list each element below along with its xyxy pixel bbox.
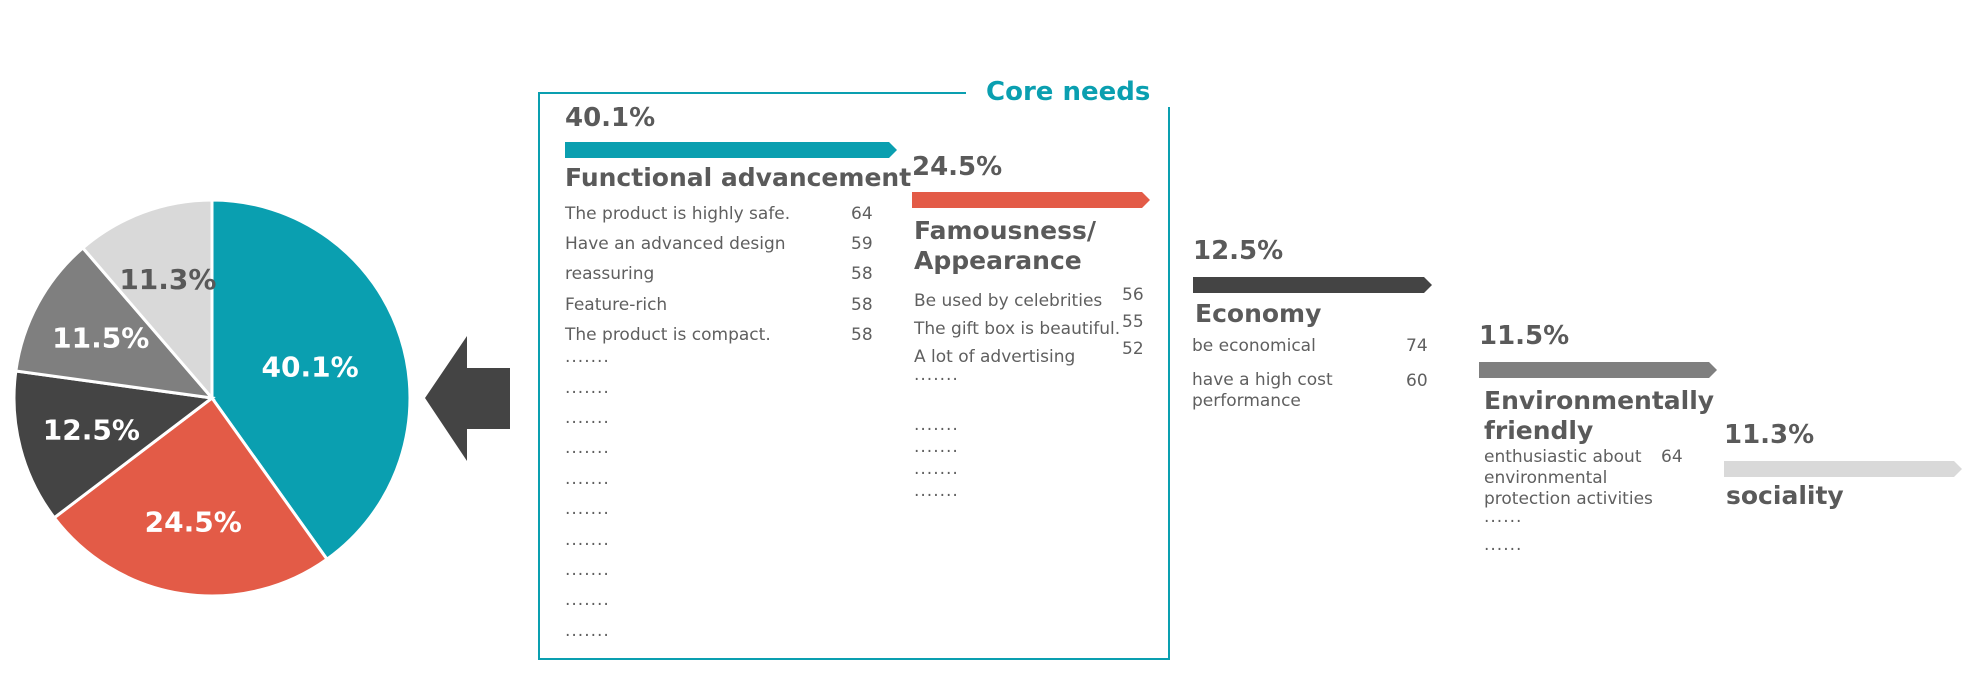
list-item: Be used by celebrities [914, 291, 1103, 311]
pie-slice-label: 40.1% [261, 351, 358, 384]
ellipsis: ······ [1484, 512, 1523, 532]
ellipsis: ······· [914, 370, 959, 390]
category-band [1193, 277, 1432, 293]
category-title-line2: friendly [1484, 416, 1594, 445]
category-title-line2: Appearance [914, 246, 1082, 275]
list-item: reassuring [565, 264, 655, 284]
item-value: 58 [851, 295, 873, 315]
list-item: enthusiastic about environmental protect… [1484, 447, 1653, 509]
ellipsis: ······· [914, 442, 959, 462]
ellipsis: ······· [565, 504, 610, 524]
category-percent: 12.5% [1193, 236, 1284, 266]
category-percent: 40.1% [565, 103, 656, 133]
ellipsis: ······· [565, 474, 610, 494]
category-band [565, 142, 897, 158]
list-item: The product is compact. [565, 325, 771, 345]
category-title: Functional advancement [565, 163, 912, 192]
category-percent: 24.5% [912, 152, 1003, 182]
item-value: 52 [1122, 339, 1144, 359]
pie-slice-label: 24.5% [145, 505, 242, 538]
core-needs-box [538, 92, 1170, 660]
item-value: 74 [1406, 336, 1428, 356]
item-value: 64 [851, 204, 873, 224]
pie-slice [52, 395, 330, 598]
core-needs-title: Core needs [966, 77, 1171, 107]
ellipsis: ······· [565, 383, 610, 403]
item-value: 58 [851, 264, 873, 284]
pie-slice [12, 369, 216, 520]
list-item: Have an advanced design [565, 234, 786, 254]
ellipsis: ······· [565, 352, 610, 372]
ellipsis: ······· [914, 464, 959, 484]
category-title: Economy [1195, 299, 1322, 328]
ellipsis: ······· [565, 413, 610, 433]
ellipsis: ······· [565, 595, 610, 615]
pie-slice-label: 12.5% [43, 414, 140, 447]
ellipsis: ······· [565, 443, 610, 463]
pie-slice-label: 11.3% [119, 263, 216, 296]
pie-slice [210, 198, 412, 562]
category-title-line1: Famousness/ [914, 216, 1097, 245]
left-arrow-icon [425, 336, 510, 461]
category-percent: 11.5% [1479, 321, 1570, 351]
category-band [1479, 362, 1717, 378]
item-value: 64 [1661, 447, 1683, 467]
ellipsis: ······· [565, 535, 610, 555]
category-title-line1: Environmentally [1484, 386, 1715, 415]
ellipsis: ······· [914, 420, 959, 440]
pie-slice-label: 11.5% [52, 321, 149, 354]
pie-slice [80, 198, 214, 403]
item-value: 58 [851, 325, 873, 345]
pie-slice [14, 245, 216, 401]
ellipsis: ······· [565, 626, 610, 646]
item-value: 60 [1406, 371, 1428, 391]
ellipsis: ······· [565, 565, 610, 585]
list-item: be economical [1192, 336, 1316, 356]
ellipsis: ······ [1484, 540, 1523, 560]
category-percent: 11.3% [1724, 420, 1815, 450]
category-band [912, 192, 1150, 208]
item-value: 56 [1122, 285, 1144, 305]
list-item: have a high cost performance [1192, 370, 1333, 411]
item-value: 55 [1122, 312, 1144, 332]
category-title: sociality [1726, 481, 1844, 510]
list-item: Feature-rich [565, 295, 668, 315]
item-value: 59 [851, 234, 873, 254]
list-item: The gift box is beautiful. [914, 319, 1121, 339]
ellipsis: ······· [914, 486, 959, 506]
category-band [1724, 461, 1962, 477]
list-item: The product is highly safe. [565, 204, 791, 224]
pie-chart: 40.1% 24.5% 12.5% 11.5% 11.3% [12, 198, 412, 598]
list-item: A lot of advertising [914, 347, 1076, 367]
